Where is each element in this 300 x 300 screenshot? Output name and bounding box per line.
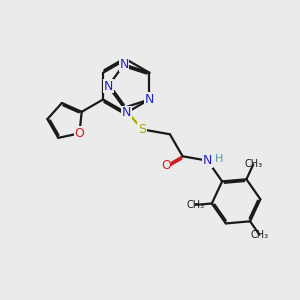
Text: N: N [203, 154, 212, 167]
Text: H: H [215, 154, 224, 164]
Text: CH₃: CH₃ [250, 230, 268, 240]
Text: CH₃: CH₃ [244, 159, 262, 170]
Text: N: N [122, 106, 131, 119]
Text: N: N [103, 80, 113, 93]
Text: S: S [138, 123, 146, 136]
Text: O: O [161, 159, 171, 172]
Text: N: N [145, 93, 154, 106]
Text: N: N [119, 58, 129, 71]
Text: CH₃: CH₃ [187, 200, 205, 210]
Text: O: O [74, 127, 84, 140]
